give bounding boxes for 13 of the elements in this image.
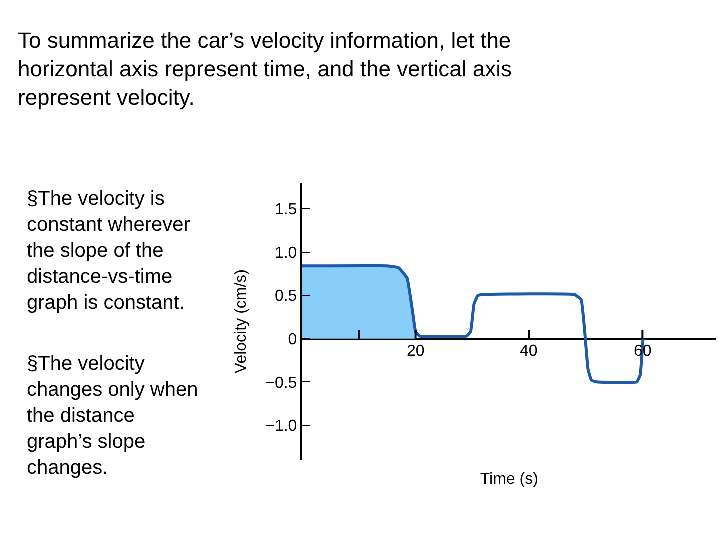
chart-title: To summarize the car’s velocity information, let the horizontal axis represent time, and the vertical axis represent velocity. (18, 28, 512, 110)
text: §The velocity is constant wherever the slope of the distance-vs-time graph is constant. (27, 188, 191, 314)
x-axis-title: Time (s) (480, 470, 538, 488)
y-tick-label: 0.5 (274, 288, 298, 306)
y-tick-label: 0 (288, 331, 298, 348)
x-tick-label: 40 (520, 343, 538, 360)
text: §The velocity changes only when the distance graph’s slope changes. (27, 353, 198, 479)
y-tick-label: −0.5 (266, 374, 298, 392)
y-tick-label: 1.0 (274, 244, 298, 262)
y-tick-label: −1.0 (266, 418, 298, 436)
y-axis-title: Velocity (cm/s) (233, 270, 250, 374)
y-tick-label: 1.5 (274, 202, 298, 219)
x-tick-label: 20 (407, 343, 425, 360)
